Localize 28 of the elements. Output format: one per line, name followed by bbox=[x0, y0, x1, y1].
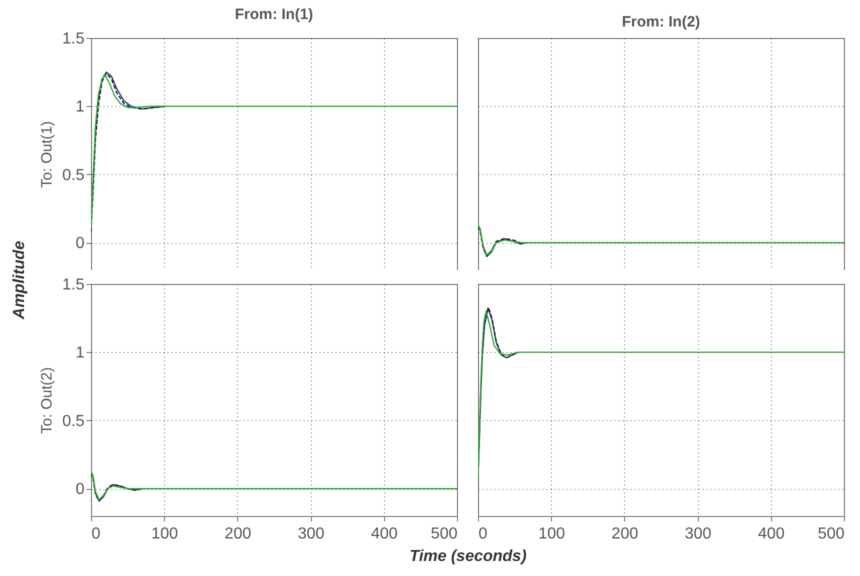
x-axis-title: Time (seconds) bbox=[409, 548, 527, 566]
line-series bbox=[91, 470, 457, 500]
y-tick-label: 0.5 bbox=[62, 166, 85, 184]
x-tick-label: 100 bbox=[151, 526, 178, 542]
y-tick-label: 0.5 bbox=[62, 412, 85, 430]
y-tick-label: 1.5 bbox=[62, 30, 85, 48]
x-tick-label: 500 bbox=[430, 526, 458, 542]
x-tick-label: 0 bbox=[92, 526, 100, 542]
x-tick-label: 0 bbox=[478, 526, 488, 542]
y-tick-label: 1 bbox=[76, 344, 85, 362]
y-axis-title: To: Out(2) bbox=[38, 367, 56, 434]
x-tick-label: 300 bbox=[684, 526, 712, 542]
chart-title: From: In(2) bbox=[622, 14, 700, 30]
y-axis-title: To: Out(1) bbox=[38, 121, 56, 188]
y-tick-label: 0 bbox=[76, 481, 85, 498]
chart-title: From: In(1) bbox=[234, 6, 314, 23]
x-tick-label: 200 bbox=[224, 526, 252, 542]
x-tick-label: 500 bbox=[818, 526, 845, 542]
text: Amplitude bbox=[11, 240, 29, 320]
line-series bbox=[91, 74, 457, 230]
y-tick-label: 1.5 bbox=[62, 276, 85, 294]
x-tick-label: 400 bbox=[370, 526, 398, 542]
y-tick-label: 0 bbox=[76, 235, 85, 252]
x-tick-label: 100 bbox=[538, 526, 566, 542]
x-tick-label: 400 bbox=[758, 526, 785, 542]
x-tick-label: 200 bbox=[612, 526, 638, 542]
x-tick-label: 300 bbox=[298, 526, 325, 542]
y-tick-label: 1 bbox=[76, 98, 85, 116]
